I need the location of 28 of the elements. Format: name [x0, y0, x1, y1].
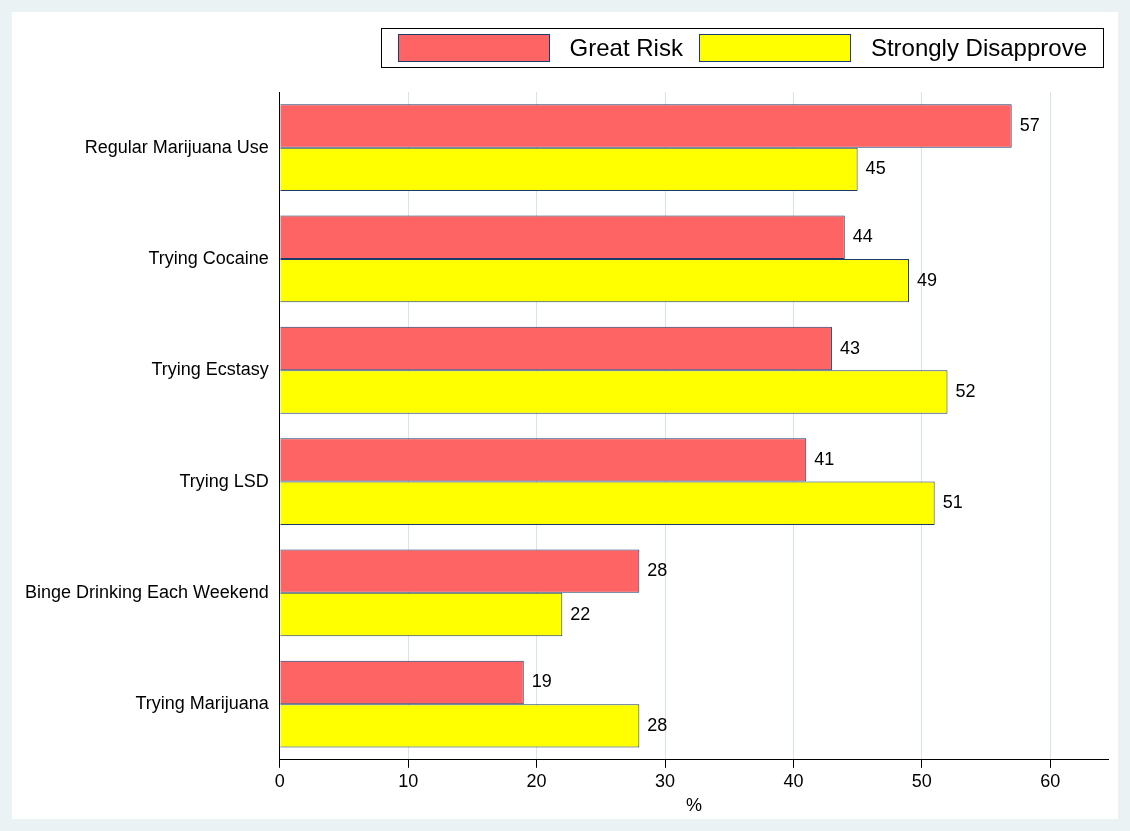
data-label: 22 [570, 603, 591, 624]
data-label: 19 [531, 671, 552, 692]
data-label: 57 [1019, 114, 1040, 135]
x-tick-label: 20 [526, 770, 547, 791]
data-label: 44 [852, 226, 873, 247]
y-tick-label: Trying LSD [179, 470, 269, 491]
data-label: 49 [916, 269, 938, 290]
data-label: 43 [839, 337, 860, 358]
data-label: 45 [865, 158, 886, 179]
series-label: Great Risk [569, 34, 683, 62]
x-tick-label: 50 [911, 770, 932, 791]
data-label: 51 [942, 492, 963, 513]
x-tick-label: 10 [398, 770, 419, 791]
x-tick-label: 30 [655, 770, 676, 791]
x-tick-label: 40 [783, 770, 804, 791]
data-label: 52 [955, 380, 976, 401]
x-axis-title: % [685, 795, 702, 816]
y-tick-label: Trying Marijuana [135, 693, 270, 714]
data-label: 41 [814, 448, 835, 469]
y-tick-label: Regular Marijuana Use [84, 136, 269, 157]
y-tick-label: Binge Drinking Each Weekend [25, 581, 269, 602]
data-label: 28 [647, 560, 668, 581]
x-tick-label: 60 [1040, 770, 1061, 791]
text: Strongly Disapprove [870, 34, 1087, 62]
data-label: 28 [647, 714, 668, 735]
x-tick-label: 0 [274, 770, 285, 791]
y-tick-label: Trying Cocaine [148, 247, 269, 268]
y-tick-label: Trying Ecstasy [151, 359, 269, 380]
